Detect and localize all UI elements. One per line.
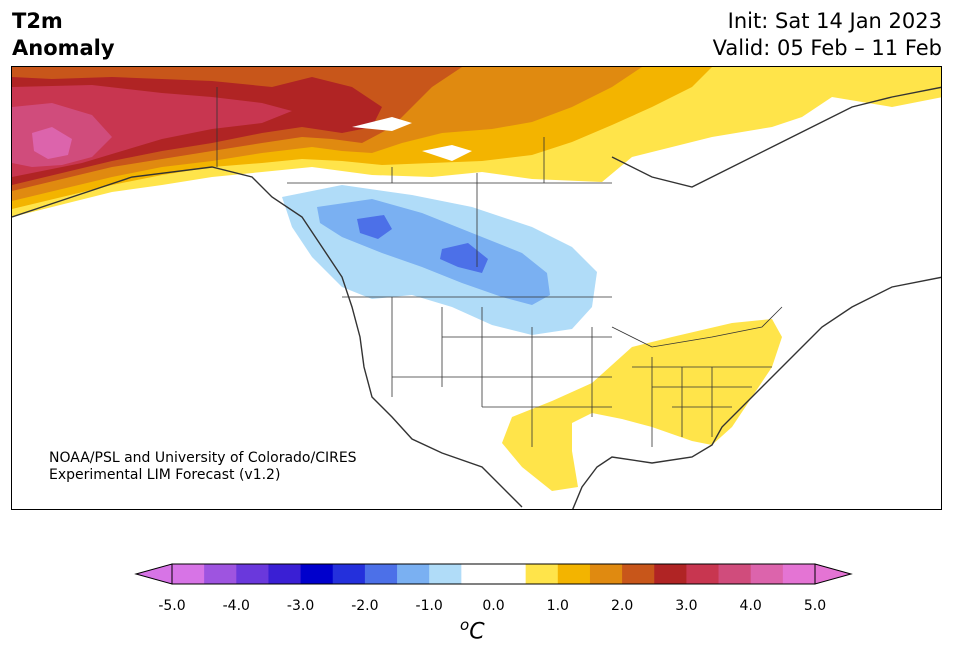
- colorbar-segment: [236, 564, 269, 584]
- colorbar-segment: [397, 564, 430, 584]
- colorbar-segment: [268, 564, 302, 584]
- colorbar-segment: [461, 564, 494, 584]
- colorbar-segment: [172, 564, 205, 584]
- colorbar-tick-label: -1.0: [415, 598, 443, 614]
- colorbar-tick-label: -3.0: [286, 598, 315, 614]
- colorbar-segment: [204, 564, 237, 584]
- unit-letter: C: [469, 619, 485, 645]
- colorbar-segment: [654, 564, 687, 584]
- coastlines: [12, 86, 941, 509]
- credit-line-1: NOAA/PSL and University of Colorado/CIRE…: [49, 450, 357, 466]
- colorbar-segment: [589, 564, 623, 584]
- colorbar-ticks: -5.0 -4.0 -3.0 -2.0 -1.0 0.0 1.0 2.0 3.0 4.0 5.0: [0, 598, 953, 616]
- colorbar-segment: [525, 564, 559, 584]
- anomaly-map: [12, 67, 941, 509]
- colorbar-segments: [172, 564, 816, 584]
- colorbar-tick-label: 3.0: [675, 598, 698, 614]
- colorbar-segment: [782, 564, 816, 584]
- colorbar-tick-label: -5.0: [158, 598, 186, 614]
- credit-line-2: Experimental LIM Forecast (v1.2): [49, 467, 281, 483]
- warm-band-southeast: [502, 319, 782, 491]
- colorbar-segment: [718, 564, 752, 584]
- colorbar-tick-label: 0.0: [482, 598, 505, 614]
- colorbar-tick-label: 5.0: [803, 598, 827, 614]
- forecast-dates: Init: Sat 14 Jan 2023 Valid: 05 Feb – 11…: [713, 8, 942, 62]
- colorbar: [134, 563, 853, 585]
- colorbar-segment: [429, 564, 462, 584]
- title-line-2: Anomaly: [12, 36, 115, 60]
- colorbar-segment: [300, 564, 334, 584]
- colorbar-under-arrow: [134, 563, 173, 585]
- init-date: Init: Sat 14 Jan 2023: [727, 9, 942, 33]
- colorbar-segment: [557, 564, 591, 584]
- colorbar-outline: [171, 563, 816, 585]
- colorbar-segment: [332, 564, 366, 584]
- warm-band-8c: [32, 127, 72, 159]
- colorbar-tick-label: 1.0: [546, 598, 569, 614]
- colorbar-tick-label: 4.0: [739, 598, 762, 614]
- valid-range: Valid: 05 Feb – 11 Feb: [712, 36, 942, 60]
- colorbar-segment: [750, 564, 784, 584]
- colorbar-segment: [622, 564, 655, 584]
- colorbar-tick-label: 2.0: [610, 598, 634, 614]
- colorbar-segment: [493, 564, 527, 584]
- credit-text: NOAA/PSL and University of Colorado/CIRE…: [49, 450, 357, 484]
- colorbar-tick-label: -2.0: [351, 598, 379, 614]
- colorbar-segment: [686, 564, 720, 584]
- title-line-1: T2m: [12, 9, 63, 33]
- colorbar-over-arrow: [814, 563, 853, 585]
- unit-degree: o: [460, 616, 470, 634]
- colorbar-unit: oC: [460, 616, 485, 644]
- colorbar-segment: [364, 564, 398, 584]
- map-panel: [11, 66, 942, 510]
- map-title: T2m Anomaly: [12, 8, 115, 62]
- political-borders: [216, 87, 783, 447]
- cold-band-3c: [357, 215, 488, 273]
- colorbar-tick-label: -4.0: [222, 598, 250, 614]
